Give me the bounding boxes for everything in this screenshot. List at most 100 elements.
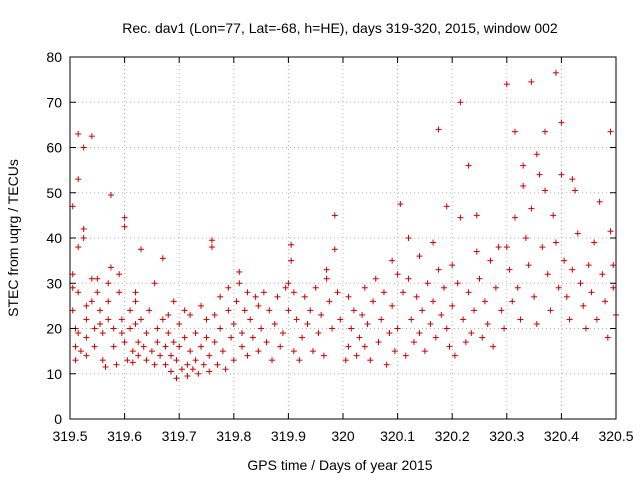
data-point xyxy=(206,352,213,359)
data-point xyxy=(99,330,106,337)
data-point xyxy=(591,239,598,246)
data-point xyxy=(83,316,90,323)
data-point xyxy=(198,343,205,350)
data-point xyxy=(577,280,584,287)
data-point xyxy=(269,357,276,364)
data-point xyxy=(498,307,505,314)
data-point xyxy=(451,352,458,359)
data-point xyxy=(236,268,243,275)
data-point xyxy=(353,352,360,359)
data-point xyxy=(75,176,82,183)
data-point xyxy=(129,359,136,366)
data-point xyxy=(421,348,428,355)
data-point xyxy=(323,275,330,282)
data-point xyxy=(288,241,295,248)
data-point xyxy=(181,334,188,341)
data-point xyxy=(539,244,546,251)
axis-ticks: 319.5 319.6 319.7 319.8 319.9 320 320.1 320.2 32… xyxy=(46,49,633,444)
data-point xyxy=(345,293,352,300)
data-point xyxy=(383,361,390,368)
data-point xyxy=(552,69,559,76)
data-point xyxy=(154,339,161,346)
data-point xyxy=(238,343,245,350)
data-point xyxy=(602,298,609,305)
data-point xyxy=(430,239,437,246)
data-point xyxy=(247,316,254,323)
data-point xyxy=(140,343,147,350)
data-point xyxy=(97,320,104,327)
data-point xyxy=(88,298,95,305)
data-point xyxy=(511,214,518,221)
data-point xyxy=(329,325,336,332)
data-point xyxy=(495,244,502,251)
data-point xyxy=(271,320,278,327)
data-point xyxy=(255,348,262,355)
data-point xyxy=(460,316,467,323)
data-point xyxy=(558,119,565,126)
y-tick-label: 60 xyxy=(46,140,62,156)
data-point xyxy=(520,162,527,169)
y-tick-label: 50 xyxy=(46,185,62,201)
data-point xyxy=(173,375,180,382)
data-point xyxy=(370,298,377,305)
data-point xyxy=(607,128,614,135)
data-point xyxy=(116,289,123,296)
x-tick-label: 319.6 xyxy=(107,428,142,444)
data-point xyxy=(208,237,215,244)
data-point xyxy=(157,352,164,359)
data-point xyxy=(274,293,281,300)
data-point xyxy=(165,311,172,318)
data-point xyxy=(331,246,338,253)
data-point xyxy=(293,316,300,323)
data-point xyxy=(118,330,125,337)
data-point xyxy=(77,348,84,355)
data-point xyxy=(544,271,551,278)
data-point xyxy=(208,244,215,251)
data-point xyxy=(397,201,404,208)
data-point xyxy=(405,235,412,241)
data-point xyxy=(132,298,139,305)
data-point xyxy=(97,307,104,314)
y-tick-label: 40 xyxy=(46,230,62,246)
data-point xyxy=(94,275,101,282)
data-point xyxy=(582,325,589,332)
data-point xyxy=(525,262,532,269)
data-point xyxy=(443,325,450,332)
data-point xyxy=(449,262,456,269)
data-point xyxy=(331,212,338,219)
data-point xyxy=(465,162,472,169)
data-point xyxy=(75,130,82,137)
data-point xyxy=(378,316,385,323)
data-point xyxy=(217,325,224,332)
data-point xyxy=(563,293,570,300)
data-point xyxy=(69,307,76,314)
data-point xyxy=(364,320,371,327)
data-point xyxy=(312,284,319,291)
data-point xyxy=(137,246,144,253)
data-point xyxy=(408,316,415,323)
data-point xyxy=(91,343,98,350)
data-point xyxy=(607,228,614,235)
data-point xyxy=(214,361,221,368)
data-point xyxy=(528,78,535,85)
data-point xyxy=(361,284,368,291)
data-point xyxy=(217,293,224,300)
data-point xyxy=(309,348,316,355)
data-point xyxy=(143,357,150,364)
data-point xyxy=(391,348,398,355)
data-point xyxy=(323,266,330,273)
data-point xyxy=(318,311,325,318)
data-point xyxy=(159,255,166,262)
data-point xyxy=(127,307,134,314)
data-point xyxy=(168,368,175,375)
data-point xyxy=(315,330,322,337)
data-point xyxy=(236,280,243,287)
data-point xyxy=(435,126,442,133)
data-point xyxy=(580,302,587,309)
x-tick-label: 319.7 xyxy=(162,428,197,444)
data-point xyxy=(359,311,366,318)
data-point xyxy=(132,320,139,327)
data-point xyxy=(127,325,134,332)
data-point xyxy=(192,330,199,337)
data-point xyxy=(430,298,437,305)
